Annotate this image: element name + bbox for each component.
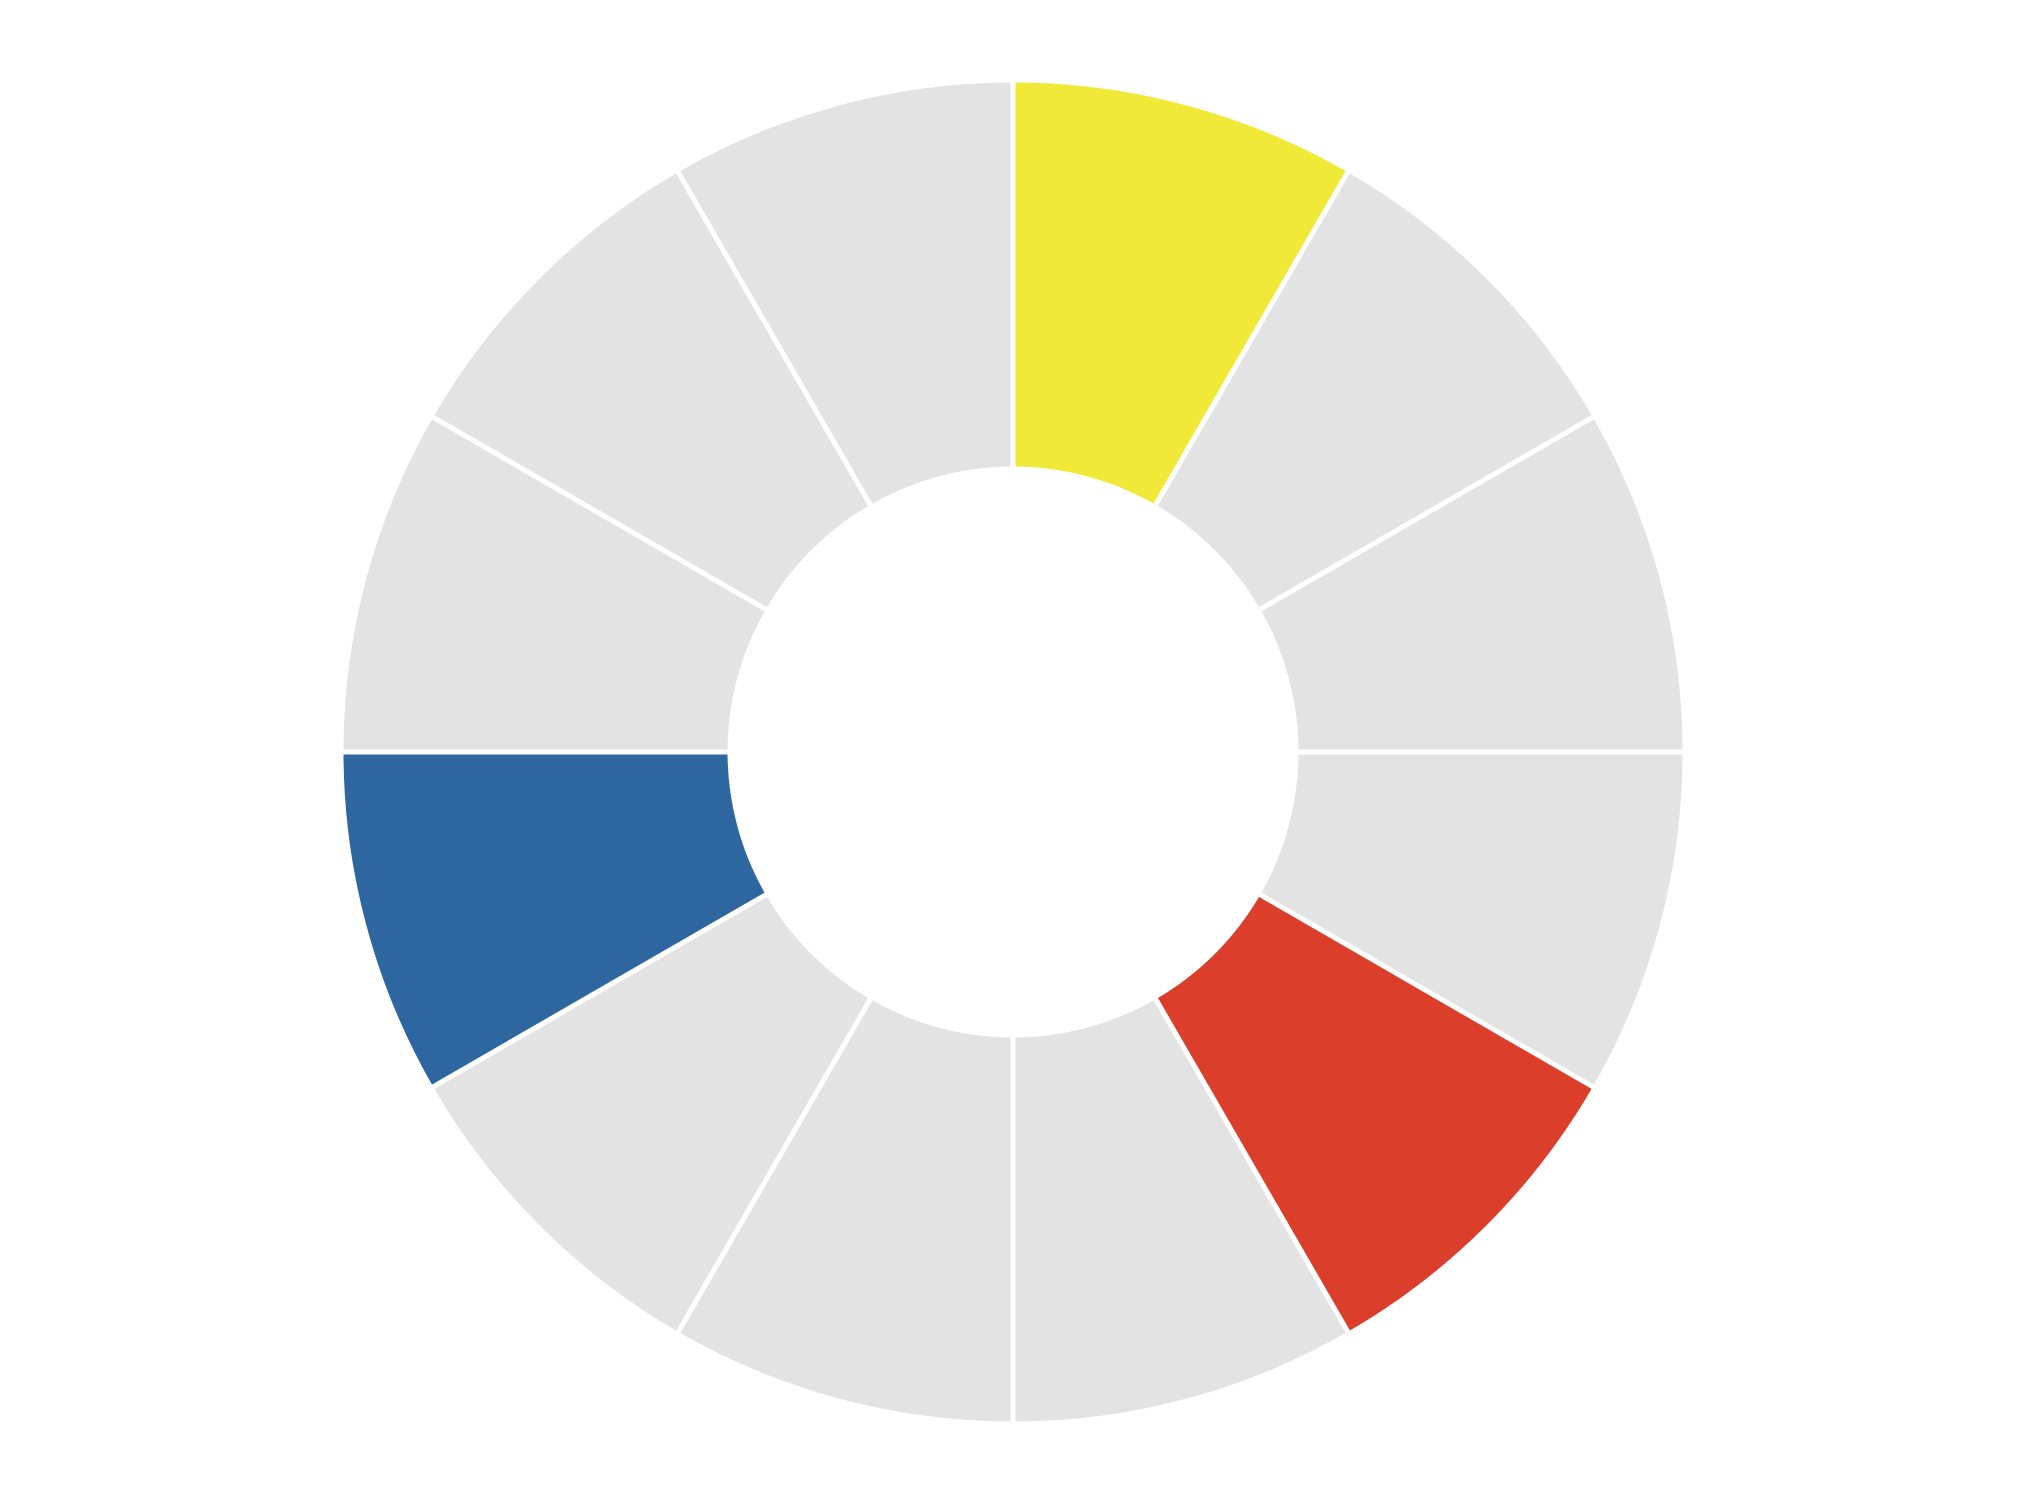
- wheel-segment-10: [338, 412, 772, 755]
- wheel-segment-7: [673, 993, 1016, 1427]
- wheel-segment-11: [427, 166, 875, 614]
- wheel-segment-8: [427, 890, 875, 1338]
- wheel-segment-4: [1254, 749, 1688, 1092]
- wheel-segment-2: [1151, 166, 1599, 614]
- wheel-segment-9: [338, 749, 772, 1092]
- wheel-segment-3: [1254, 412, 1688, 755]
- wheel-segment-5: [1151, 890, 1599, 1338]
- color-wheel-segments: [338, 77, 1688, 1427]
- wheel-segment-6: [1010, 993, 1353, 1427]
- wheel-segment-12: [673, 77, 1016, 511]
- wheel-segment-1: [1010, 77, 1353, 511]
